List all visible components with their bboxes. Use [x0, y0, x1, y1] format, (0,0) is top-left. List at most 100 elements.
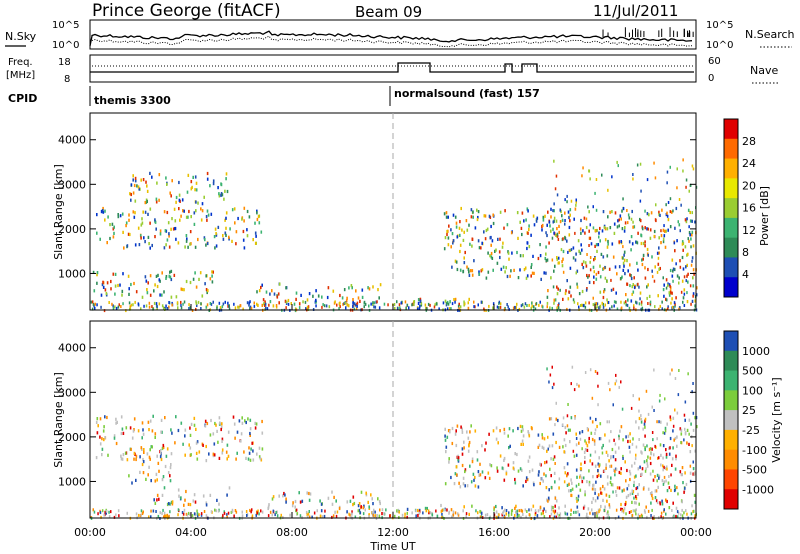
heatmap-cell: [171, 431, 173, 435]
heatmap-cell: [597, 469, 599, 473]
heatmap-cell: [243, 206, 246, 210]
heatmap-cell: [139, 455, 141, 459]
heatmap-cell: [644, 266, 646, 270]
heatmap-cell: [508, 257, 510, 261]
heatmap-cell: [357, 296, 360, 300]
heatmap-cell: [672, 446, 674, 450]
heatmap-cell: [99, 237, 101, 241]
heatmap-cell: [370, 493, 372, 497]
heatmap-cell: [675, 506, 678, 510]
heatmap-cell: [453, 298, 455, 302]
heatmap-cell: [488, 304, 490, 308]
heatmap-cell: [546, 449, 548, 453]
heatmap-cell: [196, 440, 199, 444]
heatmap-cell: [555, 174, 558, 178]
heatmap-cell: [653, 409, 655, 412]
heatmap-cell: [648, 294, 651, 298]
heatmap-cell: [173, 207, 176, 211]
heatmap-cell: [113, 515, 116, 519]
heatmap-cell: [463, 230, 465, 234]
heatmap-cell: [499, 454, 502, 458]
heatmap-cell: [448, 460, 450, 464]
heatmap-cell: [694, 514, 696, 518]
heatmap-cell: [538, 470, 540, 474]
heatmap-cell: [183, 209, 185, 213]
heatmap-cell: [121, 289, 124, 293]
heatmap-cell: [692, 268, 695, 272]
heatmap-cell: [601, 451, 604, 455]
heatmap-cell: [255, 513, 257, 517]
heatmap-cell: [294, 499, 297, 504]
heatmap-cell: [429, 303, 431, 307]
heatmap-cell: [621, 489, 624, 493]
heatmap-cell: [157, 461, 160, 465]
heatmap-cell: [528, 432, 530, 436]
heatmap-cell: [462, 238, 465, 242]
heatmap-cell: [175, 415, 177, 419]
heatmap-cell: [143, 448, 145, 452]
heatmap-cell: [256, 511, 259, 515]
heatmap-cell: [665, 278, 668, 282]
heatmap-cell: [588, 480, 591, 484]
heatmap-cell: [187, 245, 189, 249]
heatmap-cell: [644, 425, 646, 429]
heatmap-cell: [151, 445, 153, 449]
heatmap-cell: [276, 514, 279, 518]
heatmap-cell: [213, 453, 216, 457]
heatmap-cell: [599, 305, 601, 309]
heatmap-cell: [545, 252, 547, 256]
heatmap-cell: [566, 239, 568, 243]
heatmap-cell: [601, 491, 603, 495]
heatmap-cell: [673, 488, 676, 493]
heatmap-cell: [169, 510, 171, 514]
heatmap-cell: [206, 421, 209, 426]
heatmap-cell: [588, 244, 590, 247]
heatmap-cell: [185, 489, 187, 494]
heatmap-cell: [118, 303, 120, 307]
heatmap-cell: [158, 302, 161, 306]
heatmap-cell: [646, 247, 649, 252]
heatmap-cell: [676, 239, 678, 243]
heatmap-cell: [96, 231, 98, 235]
heatmap-cell: [577, 498, 579, 502]
heatmap-cell: [590, 431, 593, 435]
heatmap-cell: [133, 215, 136, 219]
heatmap-cell: [661, 502, 664, 506]
heatmap-cell: [658, 236, 660, 240]
heatmap-cell: [627, 494, 630, 498]
heatmap-cell: [374, 305, 377, 309]
heatmap-cell: [630, 299, 633, 303]
heatmap-cell: [685, 482, 688, 486]
heatmap-cell: [598, 235, 600, 239]
heatmap-cell: [503, 458, 505, 462]
heatmap-cell: [524, 302, 527, 306]
heatmap-cell: [669, 446, 671, 450]
heatmap-cell: [465, 512, 468, 516]
heatmap-cell: [306, 491, 308, 495]
heatmap-cell: [417, 307, 419, 311]
heatmap-cell: [596, 249, 598, 253]
heatmap-cell: [611, 242, 614, 246]
heatmap-cell: [554, 480, 556, 484]
heatmap-cell: [631, 513, 634, 517]
heatmap-cell: [223, 510, 225, 514]
heatmap-cell: [156, 181, 158, 185]
heatmap-cell: [586, 448, 589, 452]
heatmap-cell: [534, 512, 537, 516]
heatmap-cell: [680, 428, 683, 432]
heatmap-cell: [154, 218, 156, 222]
heatmap-cell: [655, 489, 658, 493]
heatmap-cell: [494, 249, 496, 253]
heatmap-cell: [545, 271, 547, 275]
heatmap-cell: [632, 290, 635, 294]
heatmap-cell: [695, 293, 698, 297]
heatmap-cell: [201, 294, 204, 298]
heatmap-cell: [461, 427, 463, 431]
heatmap-cell: [344, 301, 346, 305]
heatmap-cell: [276, 510, 278, 514]
heatmap-cell: [557, 238, 560, 241]
colorbar-tick: 16: [742, 202, 756, 215]
heatmap-cell: [424, 506, 427, 510]
heatmap-cell: [594, 428, 597, 432]
heatmap-cell: [233, 302, 235, 306]
